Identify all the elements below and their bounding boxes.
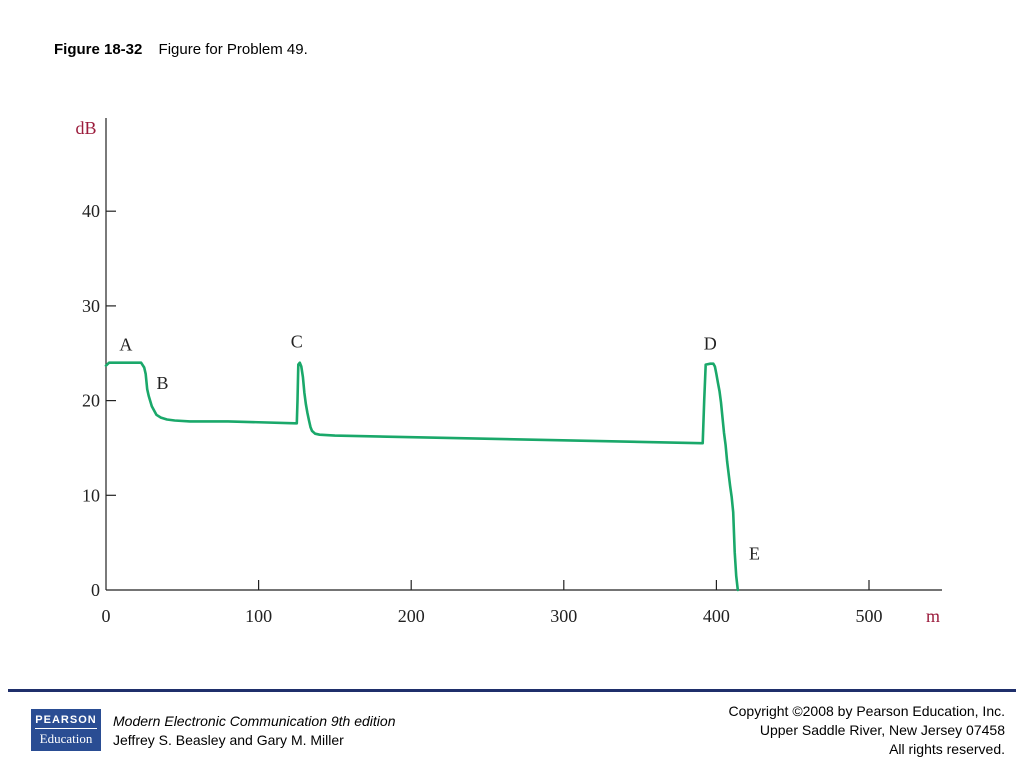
y-tick-label: 10 — [82, 485, 100, 505]
figure-number: Figure 18-32 — [54, 41, 143, 58]
logo-bottom-text: Education — [39, 730, 93, 746]
figure-title: Figure for Problem 49. — [158, 41, 308, 58]
copyright-line-3: All rights reserved. — [889, 741, 1005, 757]
point-label-b: B — [156, 373, 168, 393]
y-tick-label: 0 — [91, 580, 100, 600]
logo-top-text: PEARSON — [35, 714, 97, 729]
y-tick-label: 20 — [82, 391, 100, 411]
x-tick-label: 100 — [245, 606, 272, 626]
chart-axes — [105, 118, 942, 591]
chart-annotations: A B C D E — [119, 332, 760, 564]
x-axis-label: m — [926, 606, 940, 626]
y-tick-label: 30 — [82, 296, 100, 316]
copyright-line-2: Upper Saddle River, New Jersey 07458 — [759, 722, 1005, 738]
copyright-notice: Copyright ©2008 by Pearson Education, In… — [729, 702, 1005, 759]
point-label-a: A — [119, 334, 132, 354]
point-label-e: E — [749, 544, 760, 564]
book-info: Modern Electronic Communication 9th edit… — [113, 712, 395, 750]
point-label-d: D — [704, 333, 717, 353]
chart-ticks: 0 100 200 300 400 500 0 10 20 30 40 — [82, 201, 883, 626]
book-title: Modern Electronic Communication 9th edit… — [113, 713, 396, 729]
point-label-c: C — [291, 332, 303, 352]
copyright-line-1: Copyright ©2008 by Pearson Education, In… — [728, 703, 1005, 719]
y-tick-label: 40 — [82, 201, 100, 221]
x-tick-label: 300 — [550, 606, 577, 626]
pearson-logo: PEARSON Education — [31, 709, 101, 751]
footer-divider — [8, 689, 1016, 692]
x-tick-label: 500 — [856, 606, 883, 626]
otdr-chart: 0 100 200 300 400 500 0 10 20 30 40 A B C D E dB m — [75, 118, 942, 626]
chart-series — [104, 361, 740, 592]
trace-line — [104, 361, 740, 592]
y-axis-label: dB — [75, 118, 96, 138]
x-tick-label: 400 — [703, 606, 730, 626]
x-tick-label: 0 — [102, 606, 111, 626]
x-tick-label: 200 — [398, 606, 425, 626]
figure-caption: Figure 18-32 Figure for Problem 49. — [54, 41, 308, 58]
book-authors: Jeffrey S. Beasley and Gary M. Miller — [113, 732, 344, 748]
